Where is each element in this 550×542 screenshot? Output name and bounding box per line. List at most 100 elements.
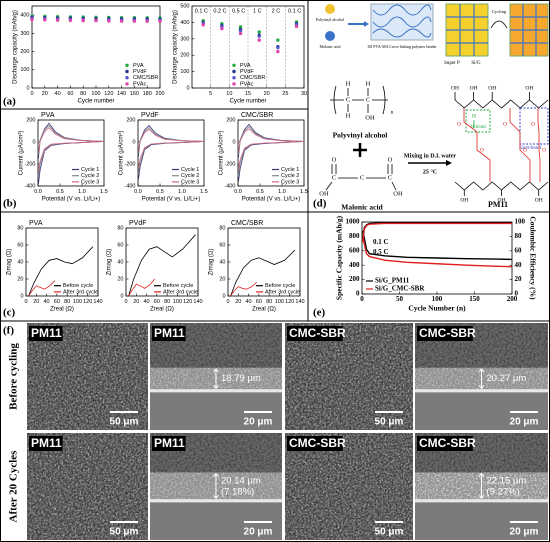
x-tick-label: 5: [209, 91, 212, 97]
x-tick-label: 120: [285, 299, 294, 305]
legend-label: After 3rd cycle: [63, 289, 98, 295]
title-bg: [152, 326, 186, 341]
bond: [509, 108, 531, 182]
data-point: [145, 19, 149, 24]
tile-title: PM11: [31, 436, 62, 450]
y-axis-label: Zimag (Ω): [7, 249, 13, 276]
cycling-label: Cycling: [492, 9, 507, 14]
y-axis-label: Zimag (Ω): [107, 249, 113, 276]
series-line: [128, 234, 196, 297]
chart-title: PVA: [29, 220, 43, 227]
x-axis-label: Potential (V vs. Li/Li+): [242, 197, 301, 203]
current-collector: [150, 499, 282, 503]
scale-bar-label: 20 μm: [244, 527, 273, 538]
x-tick-label: 100: [432, 295, 443, 303]
atom-label: C: [388, 174, 392, 181]
atom-label: OH: [498, 197, 506, 203]
legend-label: CMC/SBR: [133, 75, 158, 81]
binder-grid: [510, 4, 548, 56]
y-tick-label: 1000: [346, 218, 361, 226]
chart-title: PVA: [41, 112, 55, 119]
x-axis-label: Zreal (Ω): [150, 307, 174, 313]
legend-label: Before cycle: [265, 283, 295, 289]
legend-swatch: [125, 69, 129, 74]
thickness-change: (9.27%): [487, 486, 520, 497]
legend-label: PVAc: [240, 81, 254, 87]
atom-label: OH: [365, 114, 375, 121]
chart-title: CMC/SBR: [241, 112, 273, 119]
legend-label: Cycle 3: [81, 179, 99, 185]
atom-label: O: [523, 147, 527, 153]
atom-label: O: [457, 121, 461, 127]
panel-label: (c): [3, 307, 16, 319]
sem-tile: PM11 50 μm: [27, 433, 148, 540]
ester-label: Ester-bond: [519, 146, 541, 151]
x-tick-label: 1.0: [278, 189, 286, 195]
data-point: [43, 18, 47, 22]
sem-tile: 22.15 μm(9.27%) CMC-SBR 20 μm: [415, 433, 548, 540]
scale-bar-label: 20 μm: [510, 417, 539, 428]
x-tick-label: 25: [282, 91, 288, 97]
legend-label: PVdF: [133, 69, 147, 75]
series-line: [28, 280, 56, 297]
y-tick-label: 0: [222, 293, 225, 299]
y-tick-label: 600: [349, 246, 360, 254]
x-tick-label: 20: [33, 299, 39, 305]
material-label: Super P: [444, 61, 460, 66]
x-tick-label: 40: [246, 299, 252, 305]
y-tick-label: 0: [32, 139, 35, 145]
y-tick-label: -400: [24, 183, 35, 189]
annotation: 0.1 C: [373, 238, 389, 246]
condition-label: 25 °C: [423, 168, 437, 175]
thickness-label: 22.15 μm: [487, 475, 527, 486]
reactant-label: Malonic acid: [341, 203, 383, 212]
data-point: [119, 19, 124, 23]
y-tick-label: 60: [117, 242, 123, 248]
atom-label: O: [542, 147, 546, 153]
y-tick-label: 0: [20, 293, 23, 299]
data-point: [55, 18, 60, 22]
thickness-arrow: [213, 368, 219, 390]
x-tick-label: 0.5: [56, 189, 64, 195]
reaction-diagram: Polyvinyl alcohol Malonic acid 3D PVA-MA…: [316, 3, 549, 212]
icon-label: Polyvinyl alcohol: [316, 17, 345, 22]
y-tick-label: 40: [117, 259, 123, 265]
annotation: 0.5 C: [373, 248, 389, 256]
legend-label: CMC/SBR: [240, 75, 265, 81]
x-tick-label: 60: [256, 299, 262, 305]
annotation: 2 C: [272, 8, 281, 14]
annotation: 0.2 C: [213, 8, 226, 14]
y-axis-label: Zimag (Ω): [209, 249, 215, 276]
x-tick-label: 0.5: [256, 189, 264, 195]
y-tick-label: 20: [515, 275, 523, 283]
atom-label: C: [366, 96, 370, 103]
arrowhead: [446, 160, 452, 166]
legend-label: Cycle 3: [281, 179, 299, 185]
title-bg: [29, 326, 63, 341]
atom-label: OH: [525, 85, 533, 91]
x-axis-label: Cycle number: [229, 99, 266, 105]
atom-label: OH: [393, 190, 403, 197]
series-line: [238, 128, 305, 170]
legend-label: Cycle 1: [281, 167, 299, 173]
scale-bar-label: 20 μm: [244, 417, 273, 428]
x-tick-label: 120: [183, 299, 192, 305]
data-point: [30, 17, 34, 22]
x-tick-label: 150: [469, 295, 480, 303]
legend-label: After 3rd cycle: [265, 289, 300, 295]
ma-icon: [325, 31, 335, 41]
y-tick-label: 0: [120, 293, 123, 299]
atom-label: O: [480, 147, 484, 153]
data-point: [132, 19, 137, 23]
tile-title: CMC-SBR: [289, 326, 346, 340]
legend-swatch: [232, 82, 236, 86]
y-tick-label: 60: [515, 246, 523, 254]
y-tick-label: 200: [126, 117, 135, 123]
atom-label: H: [472, 113, 476, 119]
legend-swatch: [125, 82, 129, 86]
y-tick-label: -200: [24, 161, 35, 167]
x-tick-label: 40: [55, 91, 61, 97]
tile-title: CMC-SBR: [419, 326, 476, 340]
